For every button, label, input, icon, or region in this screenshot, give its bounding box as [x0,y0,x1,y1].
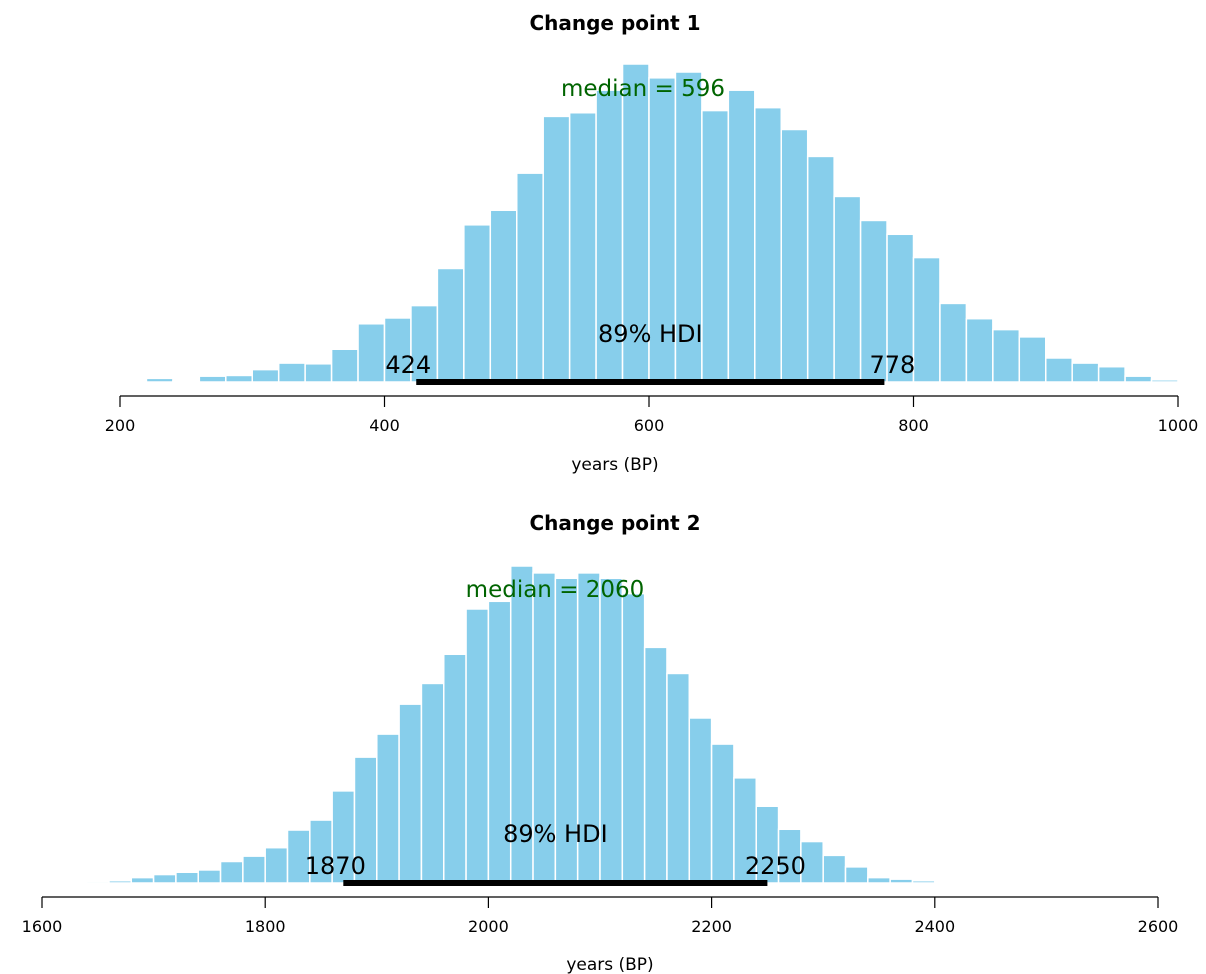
histogram-bar [516,172,544,383]
histogram-bar [410,304,439,383]
panel-change-point-1: Change point 1 median = 596 89% HDI 424 … [92,11,1199,475]
histogram-bar [330,348,359,383]
histogram-bar [304,363,333,383]
histogram-bar [119,379,148,383]
panel-2-x-axis-label: years (BP) [566,955,653,974]
panel-1-x-axis: 200 400 600 800 1000 [105,395,1199,435]
histogram-bar [1124,375,1153,383]
histogram-bar [859,219,888,383]
histogram-bar [383,317,412,383]
histogram-bar [152,873,177,884]
histogram-bar [63,881,88,884]
histogram-bar [92,380,121,383]
x-tick-label: 400 [369,416,400,435]
x-tick-label: 200 [105,416,136,435]
histogram-bar [465,608,490,884]
panel-1-hdi-high-label: 778 [869,351,915,379]
histogram-bar [443,653,467,884]
histogram-bar [806,155,835,383]
panel-1-title: Change point 1 [529,11,700,35]
histogram-bar [939,302,968,383]
panel-2-hdi-low-label: 1870 [305,852,366,880]
panel-2-title: Change point 2 [529,511,700,535]
panel-1-hdi-label: 89% HDI [598,320,703,348]
histogram-bar [965,317,994,383]
histogram-bar [1045,357,1073,383]
histogram-bar [219,860,244,884]
panel-2-hdi-high-label: 2250 [745,852,806,880]
histogram-bar [436,267,465,383]
histogram-bar [175,871,199,884]
histogram-bar [1097,365,1126,383]
histogram-bar [727,89,756,383]
histogram-bar [85,880,110,884]
x-tick-label: 600 [634,416,665,435]
histogram-bar [621,592,646,884]
histogram-bar [1071,362,1100,383]
histogram-bar [822,854,847,884]
panel-1-hdi-low-label: 424 [385,351,431,379]
histogram-bar [1018,336,1047,383]
histogram-bar [780,128,809,383]
histogram-bar [242,855,266,884]
histogram-bar [889,878,914,884]
histogram-bar [398,703,423,884]
histogram-bar [1150,379,1179,383]
histogram-bar [568,112,597,383]
panel-change-point-2: Change point 2 median = 2060 89% HDI 187… [0,511,1178,974]
histogram-bar [264,846,289,884]
histogram-bar [0,881,21,884]
panel-2-median-label: median = 2060 [466,577,645,603]
histogram-bar [225,374,254,383]
histogram-bar [912,256,941,383]
histogram-bar [833,195,862,383]
panel-2-histogram [0,565,936,884]
histogram-bar [911,879,936,884]
histogram-bar [643,646,668,884]
histogram-bar [867,876,891,884]
x-tick-label: 2200 [691,917,732,936]
histogram-bar [844,866,869,884]
histogram-bar [277,362,306,383]
histogram-bar [688,717,713,884]
histogram-bar [376,733,400,884]
histogram-bar [710,743,735,884]
x-tick-label: 1600 [22,917,63,936]
histogram-bar [197,869,222,884]
x-tick-label: 1000 [1158,416,1199,435]
histogram-bar [251,368,280,383]
histogram-bar [130,876,155,884]
histogram-bar [489,209,518,383]
histogram-bar [701,109,730,383]
panel-2-hdi-label: 89% HDI [503,820,608,848]
histogram-bar [198,375,227,383]
histogram-bar [595,89,624,383]
x-tick-label: 2000 [468,917,509,936]
x-tick-label: 2600 [1138,917,1179,936]
histogram-bar [754,106,782,383]
histogram-bar [542,115,571,383]
histogram-bar [420,682,445,884]
histogram-bar [108,879,133,884]
histogram-bar [172,380,201,383]
histogram-bar [357,323,386,383]
x-tick-label: 800 [898,416,929,435]
panel-1-median-label: median = 596 [561,76,725,102]
histogram-bar [674,71,703,383]
x-tick-label: 1800 [245,917,286,936]
panel-1-x-axis-label: years (BP) [571,455,658,475]
panel-1-histogram [92,63,1179,383]
histogram-bar [992,328,1021,383]
histogram-bar [666,672,691,884]
histogram-bar [18,881,43,884]
histogram-bar [463,224,492,383]
panel-2-x-axis: 1600 1800 2000 2200 2400 2600 [22,896,1179,936]
histogram-bar [145,377,174,383]
x-tick-label: 2400 [914,917,955,936]
